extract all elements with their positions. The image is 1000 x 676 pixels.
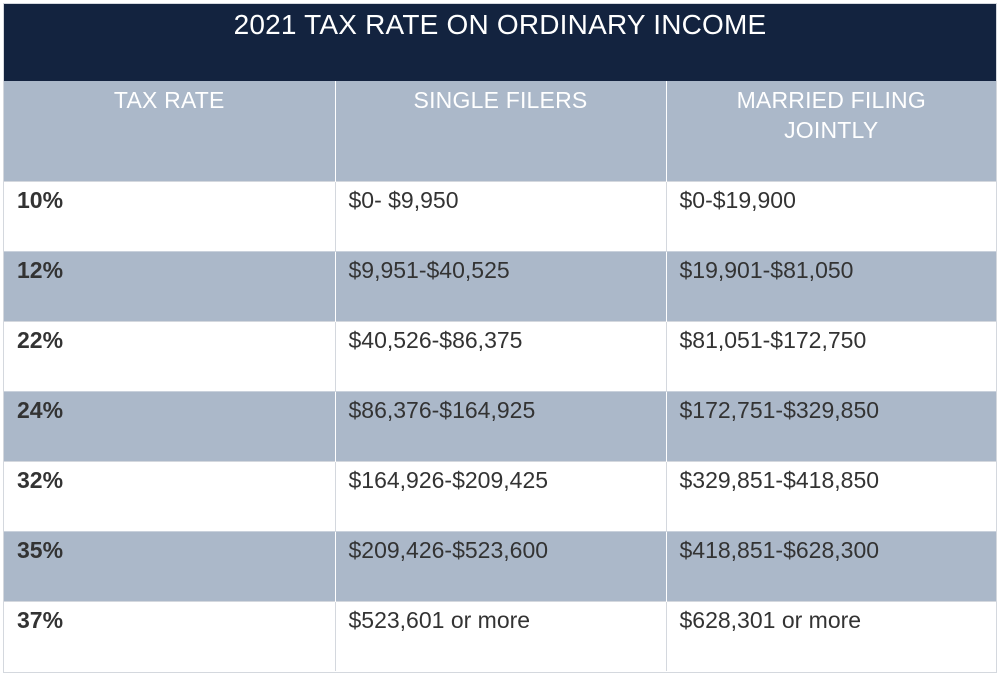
rate-cell: 10%: [4, 180, 335, 251]
tax-rate-table-container: 2021 TAX RATE ON ORDINARY INCOME TAX RAT…: [3, 3, 997, 673]
rate-cell: 24%: [4, 390, 335, 461]
table-row: 24% $86,376-$164,925 $172,751-$329,850: [4, 390, 996, 461]
rate-cell: 37%: [4, 600, 335, 671]
rate-cell: 22%: [4, 320, 335, 391]
single-range-cell: $523,601 or more: [334, 600, 666, 671]
table-row: 32% $164,926-$209,425 $329,851-$418,850: [4, 460, 996, 531]
table-row: 12% $9,951-$40,525 $19,901-$81,050: [4, 250, 996, 321]
table-row: 10% $0- $9,950 $0-$19,900: [4, 180, 996, 251]
table-row: 37% $523,601 or more $628,301 or more: [4, 600, 996, 671]
single-range-cell: $9,951-$40,525: [334, 250, 666, 321]
married-range-cell: $19,901-$81,050: [665, 250, 996, 321]
rate-cell: 35%: [4, 530, 335, 601]
tax-rate-table: TAX RATE SINGLE FILERS MARRIED FILING JO…: [4, 81, 996, 671]
married-range-cell: $81,051-$172,750: [665, 320, 996, 391]
married-range-cell: $172,751-$329,850: [665, 390, 996, 461]
table-row: 35% $209,426-$523,600 $418,851-$628,300: [4, 530, 996, 601]
single-range-cell: $164,926-$209,425: [334, 460, 666, 531]
header-row: TAX RATE SINGLE FILERS MARRIED FILING JO…: [4, 81, 996, 181]
rate-cell: 32%: [4, 460, 335, 531]
header-tax-rate: TAX RATE: [4, 81, 335, 181]
single-range-cell: $40,526-$86,375: [334, 320, 666, 391]
header-married-filing-jointly: MARRIED FILING JOINTLY: [665, 81, 996, 181]
married-range-cell: $418,851-$628,300: [665, 530, 996, 601]
single-range-cell: $209,426-$523,600: [334, 530, 666, 601]
married-range-cell: $329,851-$418,850: [665, 460, 996, 531]
table-title: 2021 TAX RATE ON ORDINARY INCOME: [4, 4, 996, 81]
header-single-filers: SINGLE FILERS: [334, 81, 666, 181]
married-range-cell: $628,301 or more: [665, 600, 996, 671]
table-row: 22% $40,526-$86,375 $81,051-$172,750: [4, 320, 996, 391]
married-range-cell: $0-$19,900: [665, 180, 996, 251]
single-range-cell: $0- $9,950: [334, 180, 666, 251]
single-range-cell: $86,376-$164,925: [334, 390, 666, 461]
rate-cell: 12%: [4, 250, 335, 321]
